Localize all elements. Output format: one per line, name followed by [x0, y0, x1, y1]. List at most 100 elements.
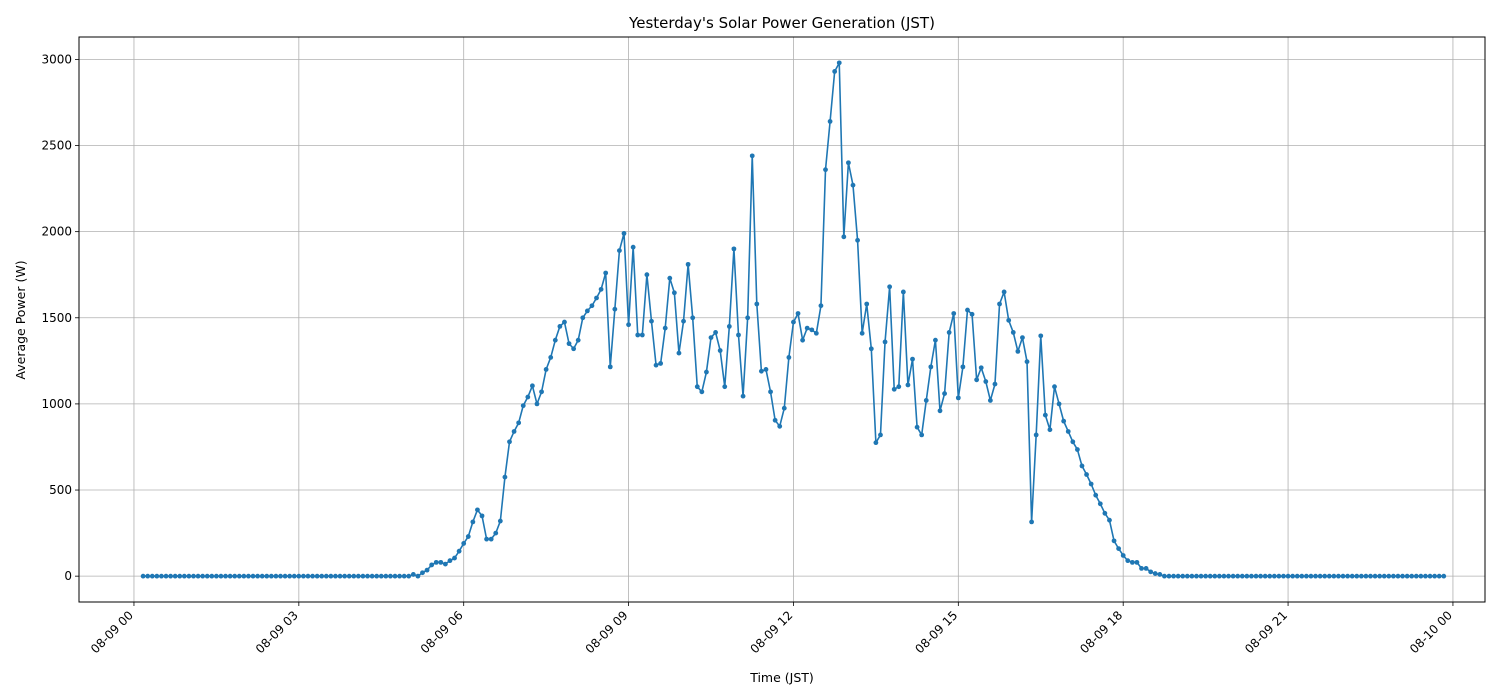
data-point	[1299, 573, 1305, 579]
data-point	[584, 308, 590, 314]
data-point	[1162, 573, 1167, 579]
data-point	[145, 573, 151, 579]
data-point	[1001, 289, 1007, 295]
y-tick-label: 3000	[41, 52, 72, 66]
data-point	[1427, 573, 1433, 579]
data-point	[736, 332, 741, 338]
data-point	[1249, 573, 1254, 579]
data-point	[951, 311, 957, 316]
data-point	[1061, 418, 1067, 424]
data-point	[1020, 335, 1025, 340]
data-point	[933, 337, 938, 343]
data-point	[1033, 432, 1039, 438]
data-point	[1120, 553, 1126, 558]
data-point	[575, 337, 581, 343]
data-point	[1226, 573, 1231, 579]
data-point	[465, 534, 471, 539]
data-point	[992, 381, 998, 387]
data-point	[1056, 401, 1062, 407]
data-point	[1107, 517, 1112, 523]
data-point	[539, 389, 544, 395]
data-point	[392, 573, 398, 579]
data-point	[1432, 573, 1438, 579]
plot-frame	[78, 36, 1486, 603]
data-point	[1349, 573, 1355, 579]
data-point	[502, 474, 508, 480]
data-point	[442, 561, 448, 567]
data-point	[365, 573, 370, 579]
data-point	[745, 315, 751, 321]
data-point	[1088, 481, 1094, 487]
data-point	[887, 284, 893, 290]
data-point	[209, 573, 215, 579]
data-point	[1184, 573, 1190, 579]
y-tick-label: 2500	[41, 139, 72, 153]
x-axis: 08-09 00 08-09 03 08-09 06 08-09 09 08-09 12…	[88, 602, 1455, 656]
data-point	[470, 519, 476, 525]
data-point	[452, 555, 457, 561]
data-point	[447, 558, 453, 564]
data-point	[726, 323, 732, 329]
data-point	[278, 573, 283, 579]
data-point	[859, 330, 865, 336]
data-point	[1189, 573, 1195, 579]
data-point	[374, 573, 380, 579]
data-point	[1171, 573, 1176, 579]
data-point	[1221, 573, 1227, 579]
x-axis-label: Time (JST)	[749, 670, 814, 685]
grid	[79, 37, 1485, 602]
data-point	[493, 530, 499, 536]
data-point	[1111, 538, 1117, 544]
data-point	[1139, 566, 1144, 571]
data-point	[268, 573, 274, 579]
y-tick-label: 1000	[41, 397, 72, 411]
data-point	[301, 573, 306, 579]
data-point	[314, 573, 320, 579]
data-point	[429, 562, 435, 568]
data-point	[662, 325, 668, 331]
data-point	[795, 311, 801, 316]
data-point	[1423, 573, 1428, 579]
data-point	[1276, 573, 1282, 579]
data-point	[1313, 573, 1318, 579]
data-point	[850, 182, 856, 188]
data-point	[1391, 573, 1396, 579]
data-point	[914, 424, 920, 430]
data-point	[1194, 573, 1199, 579]
data-point	[232, 573, 238, 579]
data-point	[671, 290, 677, 296]
data-point	[438, 559, 444, 565]
data-point	[204, 573, 210, 579]
data-point	[149, 573, 155, 579]
data-point	[401, 573, 407, 579]
data-point	[1377, 573, 1383, 579]
data-point	[1345, 573, 1351, 579]
data-point	[873, 440, 879, 446]
data-point	[337, 573, 343, 579]
data-point	[1143, 566, 1149, 571]
data-point	[864, 301, 870, 307]
data-point	[617, 248, 622, 254]
data-point	[649, 318, 654, 324]
data-point	[351, 573, 357, 579]
data-point	[475, 507, 480, 513]
data-point	[607, 364, 613, 370]
data-point	[942, 391, 947, 396]
data-point	[1152, 571, 1158, 576]
data-point	[997, 301, 1002, 307]
data-point	[388, 573, 393, 579]
data-point	[484, 536, 489, 542]
data-point	[1065, 429, 1071, 434]
data-point	[704, 369, 709, 375]
data-point	[1294, 573, 1300, 579]
data-point	[200, 573, 206, 579]
data-point	[227, 573, 233, 579]
data-point	[800, 337, 806, 343]
data-point	[896, 384, 902, 390]
data-point	[653, 362, 659, 368]
data-point	[140, 573, 146, 579]
data-point	[612, 306, 618, 312]
data-point	[1322, 573, 1328, 579]
data-point	[177, 573, 183, 579]
data-point	[259, 573, 265, 579]
